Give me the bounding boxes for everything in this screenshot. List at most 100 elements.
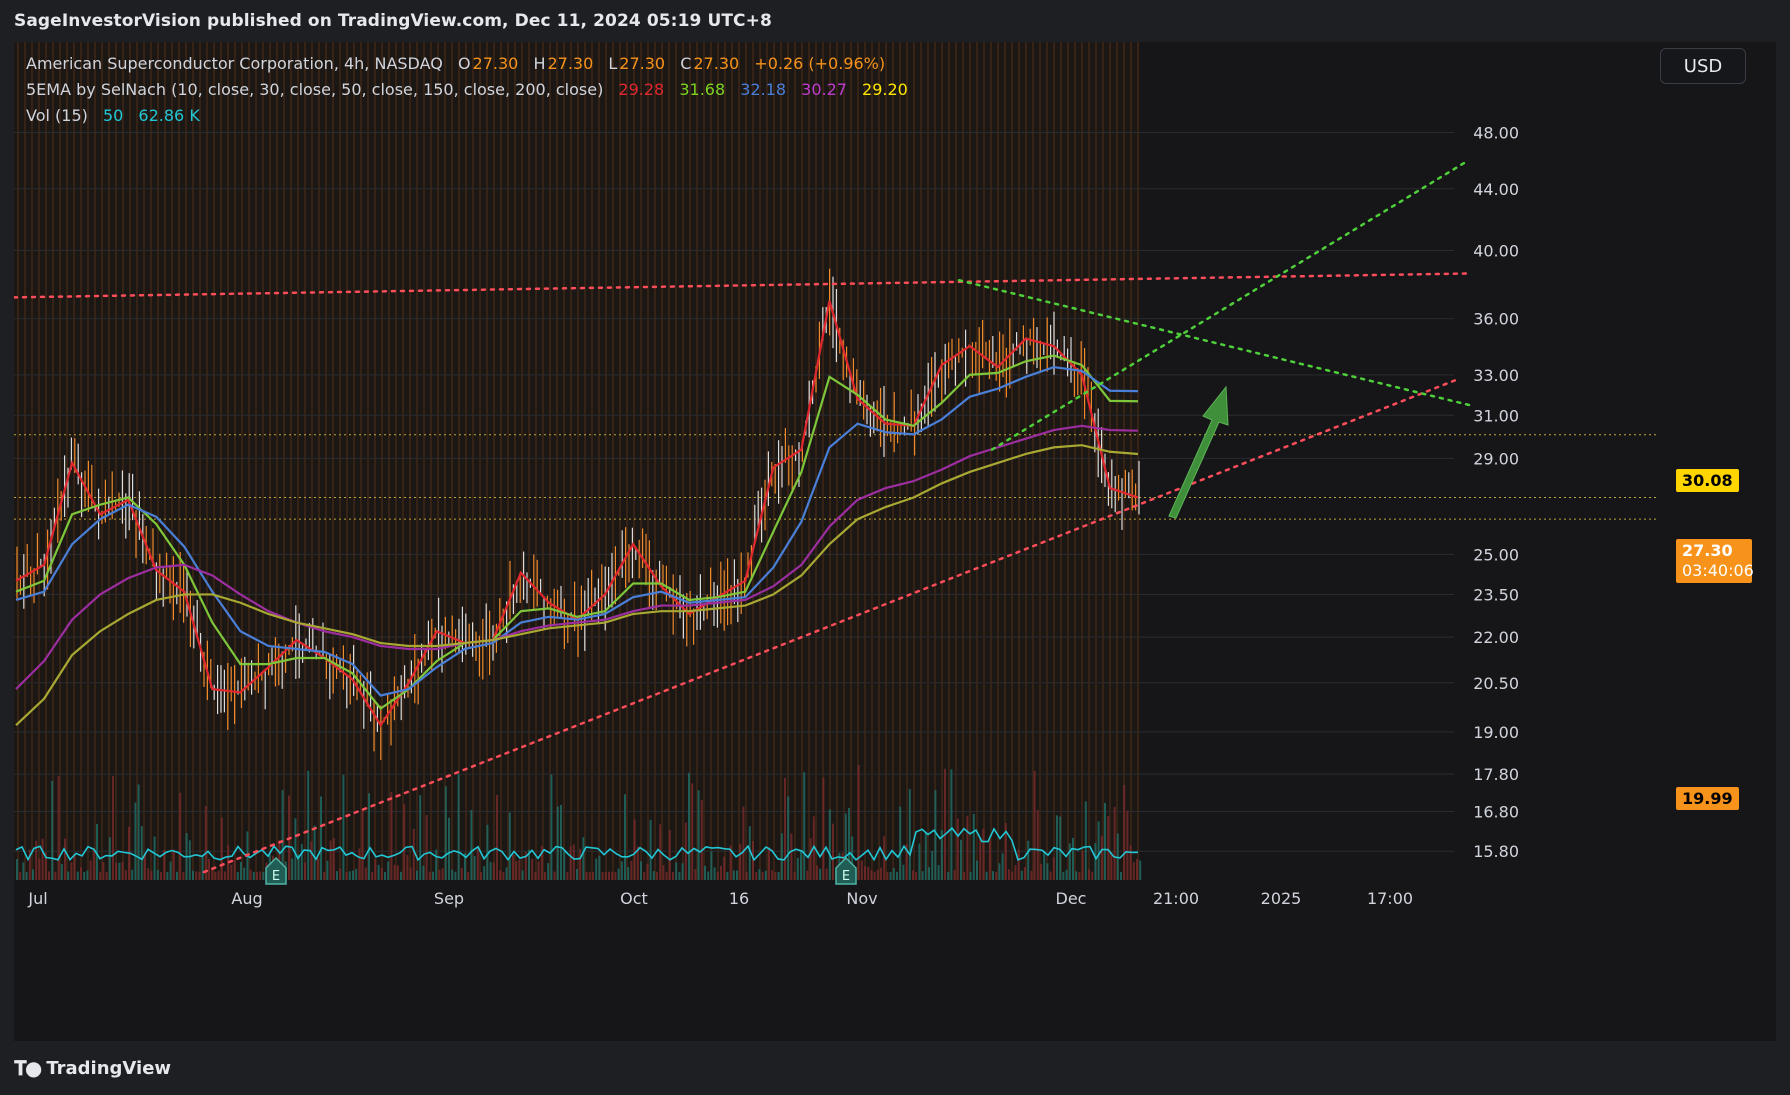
- volume-bar: [736, 870, 738, 880]
- ema200-line: [15, 444, 1139, 726]
- currency-button[interactable]: USD: [1660, 48, 1746, 84]
- volume-bar: [73, 853, 76, 880]
- volume-bar: [947, 871, 950, 880]
- price-tick-label: 17.80: [1473, 765, 1519, 784]
- volume-bar: [1011, 871, 1014, 880]
- volume-bar: [1084, 801, 1087, 880]
- volume-bar: [89, 860, 92, 880]
- volume-bar: [220, 817, 223, 880]
- volume-bar: [640, 861, 642, 880]
- volume-bar: [307, 770, 310, 880]
- time-tick-label: Dec: [1056, 889, 1087, 908]
- volume-bar: [950, 769, 953, 880]
- volume-ma-line: [15, 826, 1139, 862]
- volume-bar: [953, 869, 956, 880]
- ema-indicator-label[interactable]: 5EMA by SelNach (10, close, 30, close, 5…: [26, 80, 604, 99]
- ema150-line: [15, 424, 1139, 690]
- volume-bar: [438, 869, 441, 880]
- volume-legend[interactable]: Vol (15) 50 62.86 K: [26, 106, 202, 125]
- volume-bar: [646, 863, 649, 880]
- time-tick-label: 21:00: [1153, 889, 1199, 908]
- earnings-marker[interactable]: E: [835, 856, 857, 885]
- volume-bar: [636, 846, 639, 880]
- volume-bar: [822, 777, 825, 880]
- volume-bar: [35, 840, 38, 880]
- earnings-marker[interactable]: E: [265, 856, 287, 885]
- volume-bar: [99, 871, 102, 880]
- volume-bar: [1033, 770, 1036, 880]
- volume-bar: [896, 871, 898, 880]
- low-label: L: [608, 54, 618, 73]
- volume-bar: [1078, 871, 1081, 880]
- volume-bar: [1020, 870, 1023, 880]
- price-tick-label: 15.80: [1473, 842, 1519, 861]
- price-tick-label: 23.50: [1473, 585, 1519, 604]
- time-axis[interactable]: Jul Aug Sep Oct 16 Nov Dec 21:00 2025 17:00: [27, 889, 1413, 908]
- price-tick-label: 19.00: [1473, 723, 1519, 742]
- volume-bar: [160, 871, 162, 880]
- volume-bar: [435, 849, 438, 880]
- volume-bar: [332, 837, 335, 880]
- volume-bar: [1123, 785, 1126, 880]
- volume-bar: [560, 804, 562, 880]
- volume-bar: [339, 868, 342, 880]
- volume-bar: [1059, 816, 1062, 880]
- volume-bar: [985, 871, 988, 880]
- drawing-overlays: [14, 158, 1471, 874]
- volume-bars: [15, 764, 1142, 880]
- volume-bar: [400, 871, 402, 880]
- time-tick-label: 2025: [1261, 889, 1302, 908]
- symbol-legend[interactable]: American Superconductor Corporation, 4h,…: [26, 54, 887, 73]
- volume-bar: [1132, 862, 1135, 880]
- symbol-name[interactable]: American Superconductor Corporation, 4h,…: [26, 54, 443, 73]
- volume-bar: [278, 840, 281, 880]
- volume-bar: [182, 871, 185, 880]
- volume-bar: [316, 858, 319, 880]
- tradingview-logo-icon[interactable]: 𝐓●: [14, 1056, 42, 1080]
- price-tick-label: 36.00: [1473, 310, 1519, 329]
- volume-bar: [166, 871, 169, 880]
- bar-countdown: 03:40:06: [1682, 561, 1754, 580]
- volume-label[interactable]: Vol (15): [26, 106, 88, 125]
- volume-bar: [873, 871, 876, 880]
- volume-bar: [64, 838, 66, 880]
- volume-bar: [486, 824, 489, 880]
- volume-bar: [768, 846, 770, 880]
- volume-bar: [851, 836, 854, 880]
- volume-bar: [771, 870, 774, 880]
- high-label: H: [533, 54, 546, 73]
- high-value: 27.30: [547, 54, 594, 73]
- volume-bar: [681, 863, 684, 880]
- volume-bar: [19, 871, 22, 880]
- volume-bar: [124, 869, 127, 880]
- volume-bar: [304, 862, 306, 880]
- volume-bar: [16, 859, 18, 880]
- volume-bar: [995, 871, 998, 880]
- volume-bar: [585, 871, 588, 880]
- volume-bar: [25, 871, 28, 880]
- volume-bar: [1056, 815, 1058, 880]
- volume-bar: [1004, 823, 1007, 880]
- ema-legend[interactable]: 5EMA by SelNach (10, close, 30, close, 5…: [26, 80, 910, 99]
- volume-bar: [28, 849, 31, 880]
- volume-bar: [67, 871, 70, 880]
- volume-bar: [1036, 810, 1039, 880]
- volume-bar: [1075, 871, 1078, 880]
- price-axis[interactable]: 48.00 44.00 40.00 36.00 33.00 31.00 29.00 25.00…: [1473, 124, 1519, 862]
- volume-bar: [102, 861, 105, 880]
- brand-name[interactable]: TradingView: [46, 1057, 172, 1079]
- volume-bar: [758, 869, 761, 880]
- volume-bar: [976, 860, 978, 880]
- volume-bar: [1072, 837, 1074, 880]
- volume-bar: [604, 871, 607, 880]
- volume-bar: [467, 871, 470, 880]
- volume-bar: [547, 863, 550, 880]
- volume-bar: [624, 794, 626, 880]
- volume-bar: [163, 849, 166, 880]
- volume-bar: [915, 871, 918, 880]
- volume-bar: [22, 862, 25, 880]
- time-tick-label: Jul: [27, 889, 47, 908]
